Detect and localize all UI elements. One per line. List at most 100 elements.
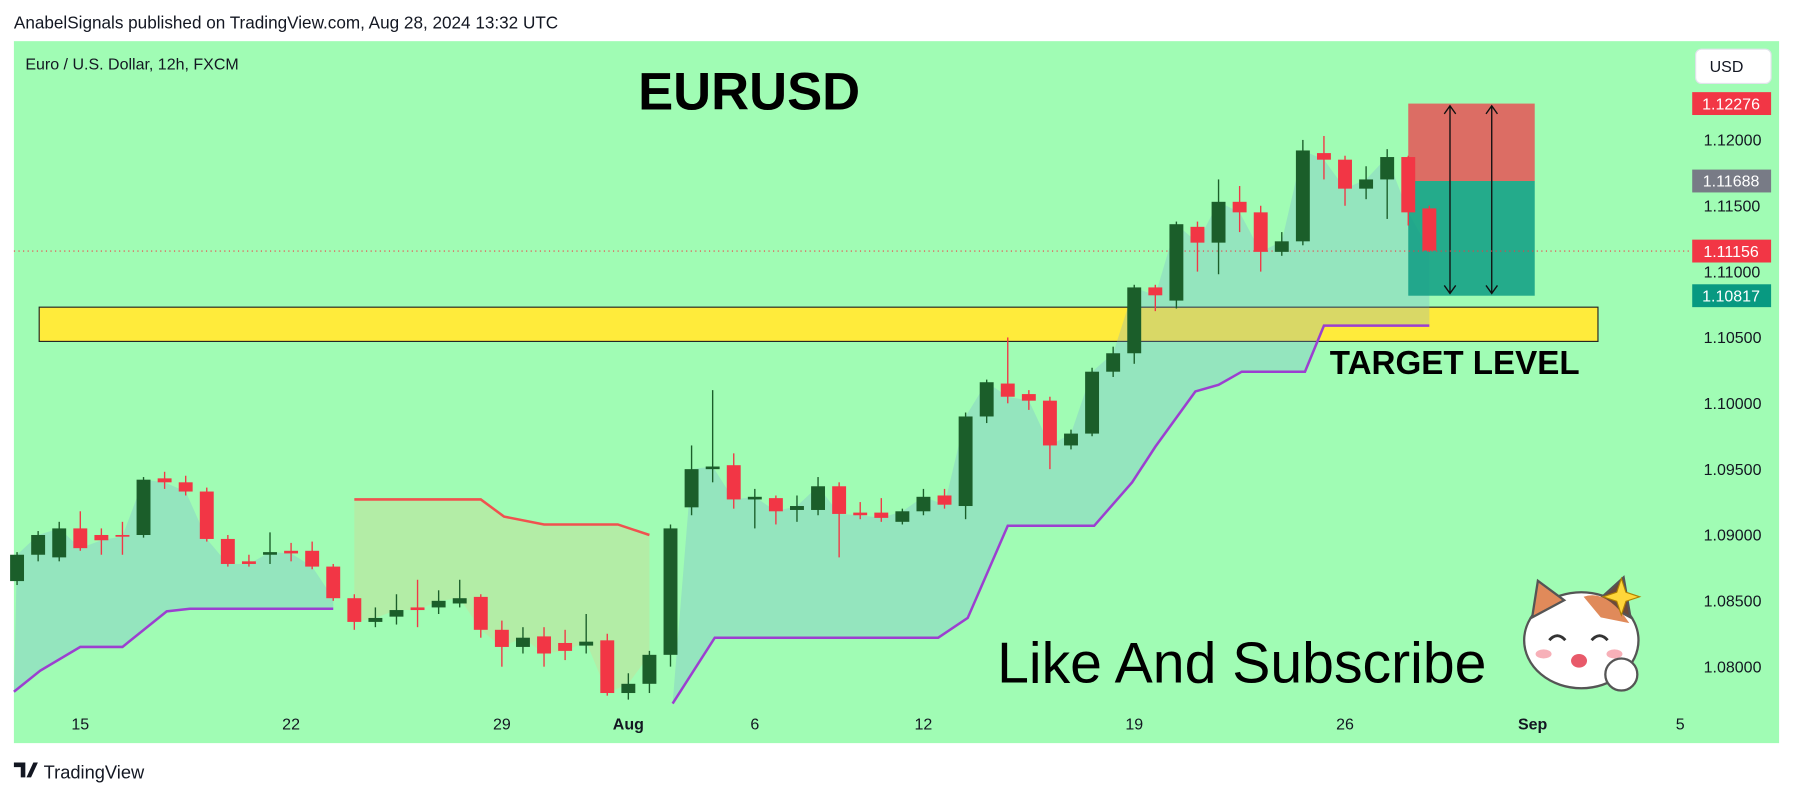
logo bbox=[13, 762, 38, 778]
candle-body bbox=[1021, 394, 1036, 401]
price-label: 1.10817 bbox=[1702, 288, 1760, 305]
y-tick-label: 1.08000 bbox=[1704, 659, 1762, 676]
candle-body bbox=[1190, 226, 1205, 243]
candle-body bbox=[1000, 383, 1015, 397]
candle-body bbox=[1359, 179, 1374, 189]
candle-body bbox=[31, 534, 46, 555]
x-tick-label: 19 bbox=[1125, 716, 1143, 733]
indicator-area bbox=[13, 479, 334, 692]
annotation: Like And Subscribe bbox=[997, 632, 1486, 696]
y-tick-label: 1.11500 bbox=[1704, 198, 1761, 215]
y-tick-label: 1.09500 bbox=[1704, 462, 1762, 479]
candle-body bbox=[537, 636, 551, 654]
candle-body bbox=[747, 496, 762, 500]
annotation: TARGET LEVEL bbox=[1330, 345, 1580, 382]
price-label-box bbox=[1692, 169, 1772, 193]
candle-body bbox=[1042, 400, 1057, 446]
candle-body bbox=[768, 498, 783, 512]
candle-body bbox=[663, 528, 678, 655]
position-target bbox=[1408, 103, 1535, 182]
x-tick-label: 29 bbox=[493, 716, 511, 733]
candle-body bbox=[52, 528, 67, 558]
x-tick-label: Aug bbox=[613, 716, 644, 733]
y-tick-label: 1.08500 bbox=[1704, 594, 1762, 611]
candle-body bbox=[1064, 433, 1078, 446]
candle-body bbox=[579, 641, 594, 646]
candle-body bbox=[726, 465, 741, 500]
candle-body bbox=[452, 598, 467, 604]
candle-body bbox=[916, 496, 931, 512]
candle-body bbox=[94, 534, 109, 541]
candle-body bbox=[1211, 201, 1226, 243]
candle-body bbox=[979, 382, 994, 417]
candle-body bbox=[1380, 157, 1395, 180]
x-tick-label: Sep bbox=[1518, 716, 1548, 733]
candle-body bbox=[220, 538, 235, 564]
candle-body bbox=[1316, 153, 1331, 160]
indicator-area bbox=[672, 150, 1430, 704]
chart-title: EURUSD bbox=[638, 63, 860, 122]
candle-body bbox=[958, 416, 973, 507]
currency-button[interactable] bbox=[1695, 48, 1772, 85]
x-tick-label: 6 bbox=[750, 716, 759, 733]
x-tick-label: 26 bbox=[1336, 716, 1354, 733]
header: AnabelSignals published on TradingView.c… bbox=[14, 13, 558, 33]
candle-body bbox=[473, 596, 488, 630]
y-tick-label: 1.12000 bbox=[1704, 133, 1762, 150]
candle-body bbox=[136, 479, 151, 535]
price-label: 1.11688 bbox=[1703, 174, 1760, 191]
symbol-label: Euro / U.S. Dollar, 12h, FXCM bbox=[25, 57, 238, 74]
candle-body bbox=[284, 550, 299, 554]
price-label-box bbox=[1692, 239, 1772, 263]
candle-body bbox=[1422, 208, 1437, 251]
candle-body bbox=[1338, 159, 1352, 189]
candle-body bbox=[157, 478, 172, 483]
candle-body bbox=[115, 534, 130, 537]
candle-body bbox=[705, 466, 720, 470]
candle-body bbox=[263, 552, 277, 555]
y-tick-label: 1.10000 bbox=[1704, 396, 1762, 413]
candle-body bbox=[1148, 287, 1163, 296]
candle-body bbox=[515, 637, 530, 647]
candle-body bbox=[178, 482, 193, 492]
candle-body bbox=[1232, 201, 1247, 213]
y-tick-label: 1.09000 bbox=[1704, 528, 1762, 545]
x-tick-label: 15 bbox=[71, 716, 89, 733]
candle-body bbox=[684, 469, 699, 508]
price-label: 1.11156 bbox=[1703, 244, 1759, 261]
candle-body bbox=[1253, 212, 1268, 252]
indicator-line bbox=[354, 498, 650, 537]
candle-body bbox=[1169, 224, 1184, 301]
candle-body bbox=[368, 617, 383, 622]
price-label: 1.12276 bbox=[1702, 96, 1760, 113]
candle-body bbox=[1401, 157, 1416, 213]
x-tick-label: 12 bbox=[915, 716, 933, 733]
cat-sticker bbox=[1523, 575, 1642, 692]
candle-body bbox=[1295, 150, 1310, 242]
candle-body bbox=[326, 566, 341, 599]
plot: 1.08000 1.08500 1.09000 1.09500 1.10000 1.105… bbox=[10, 92, 1772, 733]
footer-brand: TradingView bbox=[44, 762, 145, 783]
position-arrow bbox=[1485, 104, 1499, 295]
candle-body bbox=[832, 486, 847, 514]
candle-body bbox=[1106, 353, 1121, 372]
indicator-area bbox=[354, 499, 650, 694]
indicator-line bbox=[671, 324, 1430, 705]
candle-body bbox=[558, 642, 573, 651]
currency-label[interactable]: USD bbox=[1710, 59, 1744, 76]
candle-body bbox=[621, 683, 636, 694]
candle-body bbox=[431, 600, 446, 608]
candle-body bbox=[790, 506, 804, 510]
candle-body bbox=[241, 561, 256, 564]
candle-body bbox=[410, 607, 425, 611]
candle-body bbox=[1127, 287, 1142, 354]
candle-body bbox=[937, 495, 952, 505]
candle-body bbox=[10, 554, 25, 582]
candle-body bbox=[642, 654, 657, 684]
candle-body bbox=[811, 486, 826, 510]
candle-body bbox=[600, 640, 615, 694]
candle-body bbox=[1085, 371, 1100, 434]
candle-body bbox=[1274, 241, 1289, 252]
